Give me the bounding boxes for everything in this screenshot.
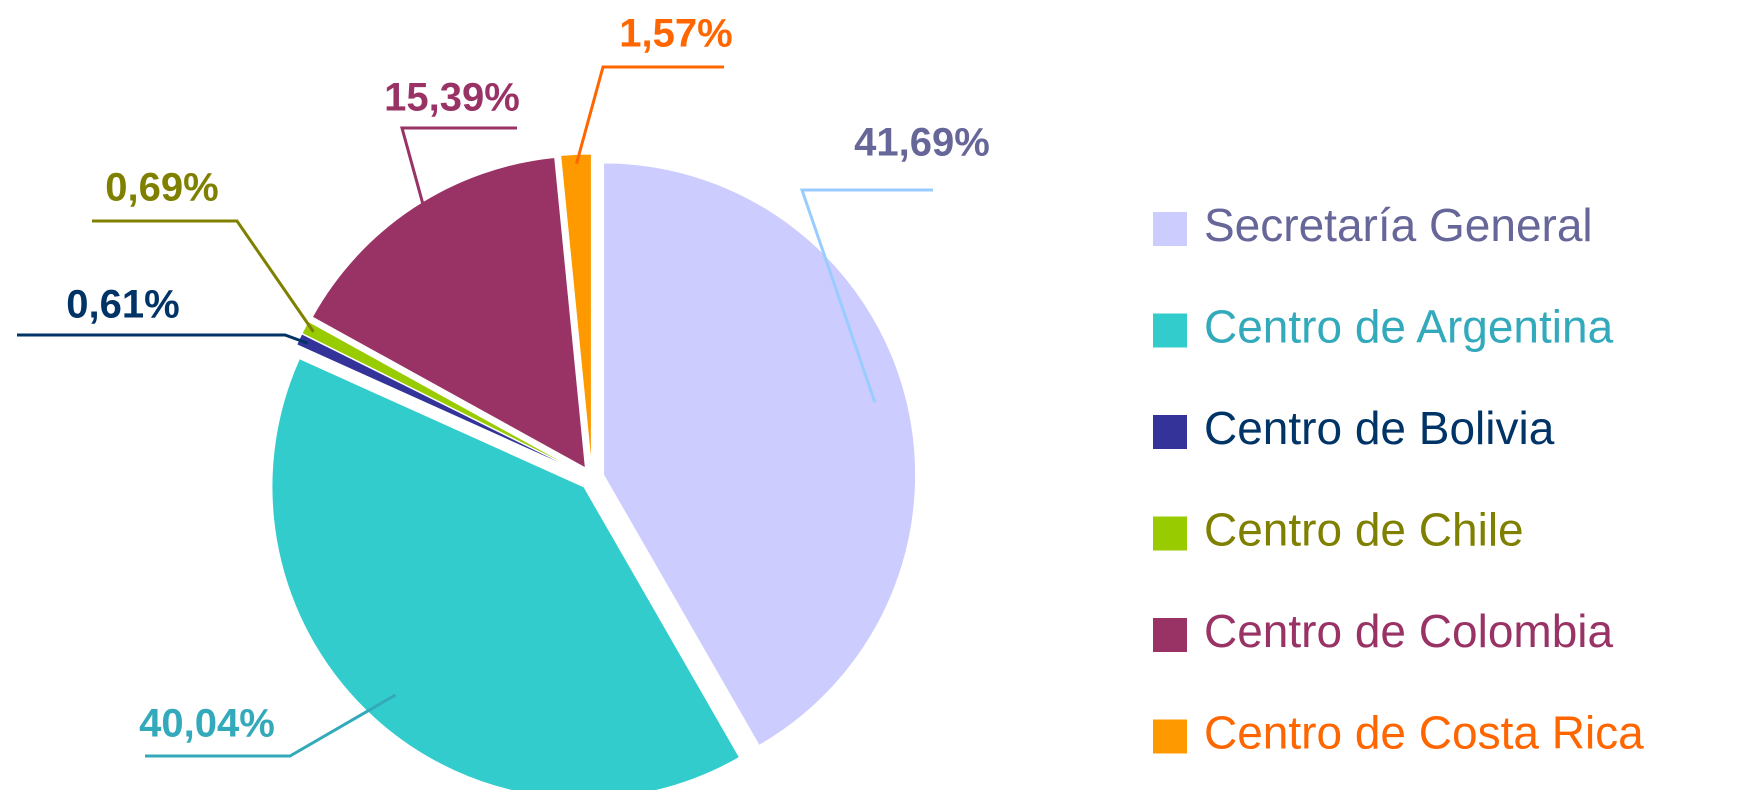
pie-slice bbox=[271, 358, 741, 790]
pie-slice bbox=[301, 320, 582, 473]
legend-swatch bbox=[1153, 618, 1187, 652]
data-label: 0,61% bbox=[66, 283, 179, 327]
legend-swatch bbox=[1153, 415, 1187, 449]
legend-swatch bbox=[1153, 516, 1187, 551]
legend-label: Centro de Bolivia bbox=[1204, 402, 1555, 454]
leader-line bbox=[92, 219, 315, 333]
leader-line bbox=[799, 188, 933, 403]
leader-line bbox=[400, 126, 517, 234]
data-label: 41,69% bbox=[854, 121, 990, 165]
data-label: 1,57% bbox=[619, 12, 732, 56]
legend-label: Centro de Chile bbox=[1204, 504, 1524, 556]
pie-slice bbox=[311, 156, 586, 469]
legend-label: Secretaría General bbox=[1204, 199, 1593, 251]
data-label: 0,69% bbox=[105, 166, 218, 210]
leader-line bbox=[145, 693, 397, 758]
data-label: 15,39% bbox=[384, 76, 520, 120]
legend-label: Centro de Costa Rica bbox=[1204, 707, 1644, 759]
pie-slice bbox=[560, 153, 592, 467]
legend-swatch bbox=[1153, 313, 1187, 348]
legend-label: Centro de Colombia bbox=[1204, 605, 1614, 657]
leader-line bbox=[575, 65, 724, 165]
leader-line bbox=[17, 333, 309, 345]
legend-swatch bbox=[1153, 719, 1187, 754]
legend-label: Centro de Argentina bbox=[1204, 301, 1614, 353]
pie-slice bbox=[603, 162, 917, 747]
legend-swatch bbox=[1153, 212, 1187, 246]
data-label: 40,04% bbox=[139, 702, 275, 746]
